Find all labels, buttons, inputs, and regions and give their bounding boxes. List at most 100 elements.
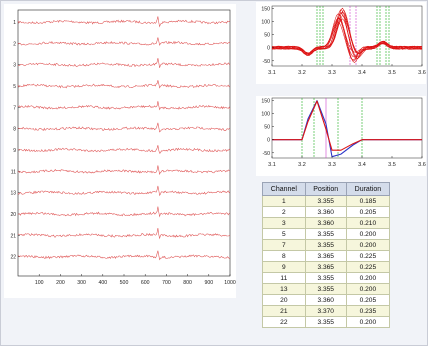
table-row: 7 3.355 0.200: [262, 239, 391, 251]
channel-table-container: Channel Position Duration 1 3.355 0.185 2 3.…: [262, 182, 400, 342]
channel-trace: [17, 80, 231, 89]
x-tick-label: 3.2: [298, 162, 306, 168]
x-tick-label: 3.4: [358, 162, 366, 168]
channel-label: 9: [13, 148, 16, 154]
table-row: 9 3.365 0.225: [262, 261, 391, 273]
channel-trace: [17, 16, 231, 28]
channel-label: 3: [13, 63, 16, 69]
channel-label: 1: [13, 20, 16, 26]
y-tick-label: 0: [267, 138, 270, 144]
waveform-trace: [271, 10, 423, 54]
channel-cell: 7: [262, 239, 306, 251]
table-row: 11 3.355 0.200: [262, 272, 391, 284]
duration-cell: 0.235: [345, 305, 391, 317]
channel-label: 8: [13, 127, 16, 133]
channel-trace: [17, 145, 231, 154]
position-cell: 3.360: [304, 294, 347, 306]
duration-cell: 0.225: [345, 250, 391, 262]
plot-area: [17, 9, 231, 277]
x-tick-label: 3.5: [388, 70, 396, 76]
position-cell: 3.355: [304, 283, 347, 295]
table-row: 5 3.355 0.200: [262, 228, 391, 240]
table-row: 22 3.355 0.200: [262, 316, 391, 328]
channel-cell: 9: [262, 261, 306, 273]
position-cell: 3.355: [304, 316, 347, 328]
position-cell: 3.370: [304, 305, 347, 317]
channel-trace: [17, 228, 231, 240]
channel-label: 21: [10, 233, 16, 239]
overlaid-waveforms-chart: 3.1 3.2 3.3 3.4 3.5 3.6 150 100 50 0 -50: [261, 5, 426, 76]
waveform-trace: [271, 12, 423, 57]
plot-area: [271, 5, 423, 67]
duration-cell: 0.200: [345, 228, 391, 240]
duration-cell: 0.205: [345, 206, 391, 218]
column-header: Duration: [345, 182, 391, 196]
table-row: 8 3.365 0.225: [262, 250, 391, 262]
channel-cell: 21: [262, 305, 306, 317]
y-tick-label: 50: [264, 125, 270, 131]
channel-cell: 8: [262, 250, 306, 262]
position-cell: 3.355: [304, 239, 347, 251]
channel-cell: 20: [262, 294, 306, 306]
x-tick-label: 3.6: [418, 162, 426, 168]
table-header-row: Channel Position Duration: [262, 182, 391, 196]
channel-label: 2: [13, 41, 16, 47]
x-tick-label: 3.1: [268, 70, 276, 76]
channel-table: Channel Position Duration 1 3.355 0.185 2 3.…: [262, 182, 391, 328]
channel-cell: 5: [262, 228, 306, 240]
y-tick-label: 0: [267, 46, 270, 52]
duration-cell: 0.205: [345, 294, 391, 306]
position-cell: 3.365: [304, 261, 347, 273]
average-waveform-red: [272, 100, 422, 151]
x-tick-label: 300: [77, 280, 86, 286]
y-tick-label: 150: [261, 99, 270, 105]
channel-label: 13: [10, 191, 16, 197]
channel-cell: 22: [262, 316, 306, 328]
y-tick-label: -50: [263, 151, 271, 157]
position-cell: 3.355: [304, 195, 347, 207]
channel-cell: 2: [262, 206, 306, 218]
position-cell: 3.365: [304, 250, 347, 262]
waveform-trace: [271, 22, 423, 61]
table-row: 1 3.355 0.185: [262, 195, 391, 207]
duration-cell: 0.200: [345, 272, 391, 284]
multichannel-traces-chart: 100 200 300 400 500 600 700 800 900 1000 1 2 3 5 7 8 9 11…: [10, 9, 236, 286]
x-tick-label: 3.4: [358, 70, 366, 76]
overlaid-waveforms-panel: 3.1 3.2 3.3 3.4 3.5 3.6 150 100 50 0 -50: [256, 2, 426, 84]
column-header: Channel: [262, 182, 306, 196]
x-tick-label: 800: [183, 280, 192, 286]
duration-cell: 0.210: [345, 217, 391, 229]
channel-trace: [17, 185, 231, 197]
column-header: Position: [304, 182, 347, 196]
x-tick-label: 3.3: [328, 162, 336, 168]
table-row: 21 3.370 0.235: [262, 305, 391, 317]
table-row: 2 3.360 0.205: [262, 206, 391, 218]
duration-cell: 0.225: [345, 261, 391, 273]
channel-trace: [17, 57, 231, 68]
channel-trace: [17, 250, 231, 261]
channel-trace: [17, 101, 231, 111]
y-tick-label: 100: [261, 112, 270, 118]
y-tick-label: 100: [261, 20, 270, 26]
channel-trace: [17, 165, 231, 176]
channel-cell: 11: [262, 272, 306, 284]
channel-cell: 3: [262, 217, 306, 229]
x-tick-label: 3.5: [388, 162, 396, 168]
channel-trace: [17, 206, 231, 218]
x-tick-label: 900: [204, 280, 213, 286]
plot-area: [271, 97, 423, 159]
channel-cell: 1: [262, 195, 306, 207]
duration-cell: 0.200: [345, 239, 391, 251]
average-waveform-panel: 3.1 3.2 3.3 3.4 3.5 3.6 150 100 50 0 -50: [256, 96, 426, 176]
channel-label: 7: [13, 105, 16, 111]
x-tick-label: 200: [56, 280, 65, 286]
average-waveform-chart: 3.1 3.2 3.3 3.4 3.5 3.6 150 100 50 0 -50: [261, 97, 426, 168]
position-cell: 3.360: [304, 217, 347, 229]
x-tick-label: 3.2: [298, 70, 306, 76]
x-tick-label: 3.6: [418, 70, 426, 76]
channel-cell: 13: [262, 283, 306, 295]
x-tick-label: 3.3: [328, 70, 336, 76]
channel-trace: [17, 122, 231, 133]
channel-label: 11: [11, 169, 16, 175]
channel-trace: [17, 37, 231, 46]
